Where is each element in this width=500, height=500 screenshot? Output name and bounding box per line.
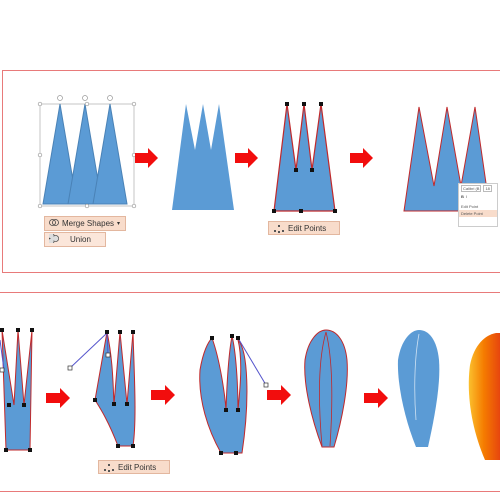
bold-button[interactable]: B — [461, 194, 464, 199]
edit-points-icon — [273, 224, 285, 233]
edit-points-label-bottom: Edit Points — [118, 462, 157, 472]
edit-shape-step-1[interactable] — [0, 328, 34, 452]
petal-gradient — [468, 333, 500, 460]
petal-outline — [304, 329, 348, 448]
arrow-right-icon — [135, 148, 158, 168]
arrow-right-icon — [46, 388, 70, 408]
italic-button[interactable]: I — [465, 194, 468, 199]
edit-points-button-top[interactable]: Edit Points — [268, 221, 340, 235]
edit-point-menu-item[interactable]: Edit Point — [461, 204, 479, 209]
delete-point-menu-item[interactable]: Delete Point — [461, 211, 483, 216]
merged-shape-edit-points[interactable] — [272, 102, 337, 213]
arrow-right-icon — [267, 385, 291, 405]
edit-points-icon — [103, 463, 115, 472]
arrow-right-icon — [235, 148, 258, 168]
mini-context-toolbar: Calibri (B 18 B I Edit Point Delete Poin… — [458, 183, 498, 227]
edit-shape-step-2[interactable] — [67, 330, 136, 448]
edit-points-label-top: Edit Points — [288, 223, 327, 233]
arrow-right-icon — [350, 148, 373, 168]
petal-finished — [397, 330, 440, 447]
arrow-right-icon — [151, 385, 175, 405]
merge-shapes-icon — [49, 218, 59, 229]
edit-shape-step-3[interactable] — [199, 334, 269, 455]
merged-shape — [172, 104, 234, 210]
merge-shapes-button[interactable]: Merge Shapes ▾ — [44, 216, 126, 231]
dropdown-arrow-icon: ▾ — [117, 221, 121, 227]
font-name-box[interactable]: Calibri (B — [461, 185, 482, 192]
edit-points-button-bottom[interactable]: Edit Points — [98, 460, 170, 474]
union-label: Union — [70, 235, 91, 244]
union-icon — [47, 232, 59, 245]
three-triangles-selected[interactable] — [37, 95, 137, 209]
merge-shapes-label: Merge Shapes — [62, 219, 115, 228]
arrow-right-icon — [364, 388, 388, 408]
union-menu-item[interactable]: Union — [44, 232, 106, 247]
font-size-box[interactable]: 18 — [483, 185, 492, 192]
